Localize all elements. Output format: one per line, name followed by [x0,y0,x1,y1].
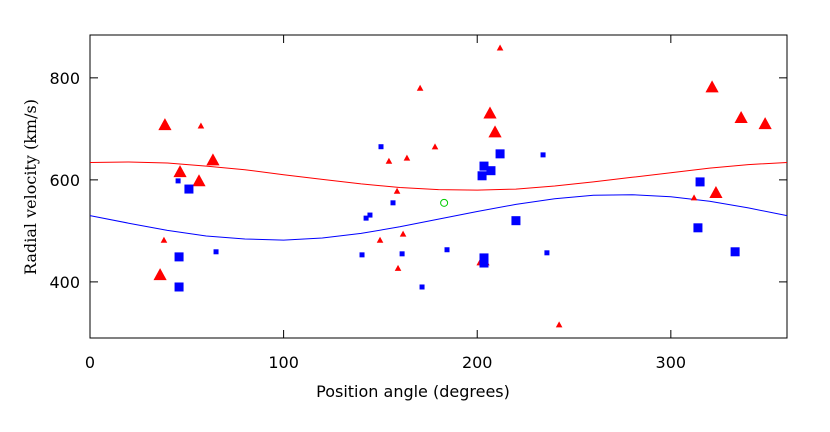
data-point [540,152,546,158]
data-point [483,106,497,119]
x-tick-label: 200 [462,353,493,372]
data-point [158,118,172,131]
x-tick-label: 0 [85,353,95,372]
data-point [431,143,439,150]
data-point [174,252,184,262]
data-point [488,125,502,138]
data-point [160,236,168,243]
plot-frame [89,34,788,339]
x-axis-label: Position angle (degrees) [316,382,510,401]
data-point [376,236,384,243]
data-point [758,117,772,130]
data-point [367,212,373,218]
data-point [419,284,425,290]
x-tick-label: 300 [656,353,687,372]
data-point [173,165,187,178]
data-point [192,174,206,187]
data-point [479,253,489,263]
data-point [544,250,550,256]
data-point [399,230,407,237]
model-curve [89,161,788,191]
data-point [206,153,220,166]
data-point [734,111,748,124]
y-tick-label: 400 [49,273,80,292]
data-point [393,187,401,194]
data-point [184,184,194,194]
data-point [693,223,703,233]
data-point [174,282,184,292]
y-tick-label: 800 [49,69,80,88]
data-point [440,198,449,207]
data-point [695,177,705,187]
data-point [511,216,521,226]
data-point [403,154,411,161]
data-point [479,161,489,171]
data-point [496,44,504,51]
data-point [709,186,723,199]
data-point [359,252,365,258]
data-point [444,247,450,253]
data-point [495,149,505,159]
data-point [416,84,424,91]
data-point [705,80,719,93]
y-axis-label: Radial velocity (km/s) [21,99,40,275]
x-tick-label: 100 [268,353,299,372]
model-curve [89,194,788,241]
data-point [555,321,563,328]
data-point [385,157,393,164]
data-point [378,144,384,150]
data-point [175,178,181,184]
data-point [213,249,219,255]
data-point [690,194,698,201]
data-point [399,251,405,257]
data-point [479,258,489,268]
data-point [730,247,740,257]
data-point [486,166,496,176]
data-point [197,122,205,129]
data-point [363,215,369,221]
data-point [390,200,396,206]
data-point [394,264,402,271]
data-point [477,171,487,181]
y-tick-label: 600 [49,171,80,190]
data-point [153,268,167,281]
